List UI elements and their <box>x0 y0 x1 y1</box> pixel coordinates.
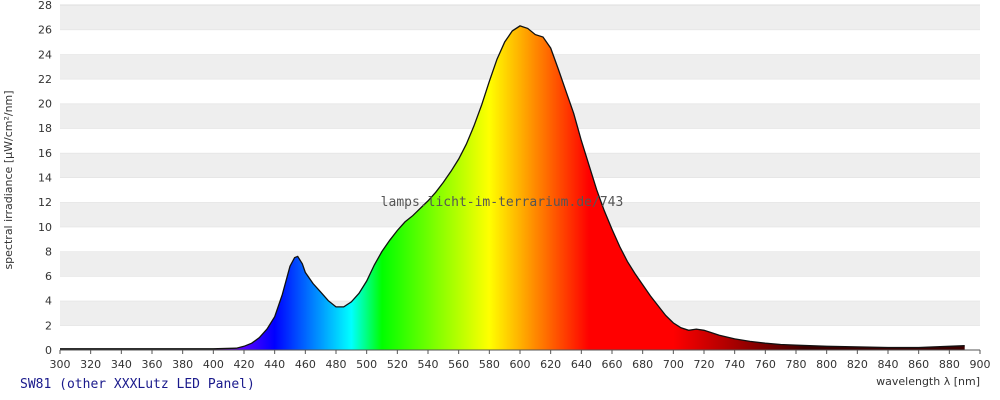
x-tick-label: 620 <box>540 358 561 371</box>
x-tick-label: 580 <box>479 358 500 371</box>
y-tick-label: 22 <box>38 73 52 86</box>
x-tick-label: 300 <box>50 358 71 371</box>
y-tick-label: 24 <box>38 48 52 61</box>
y-tick-label: 18 <box>38 122 52 135</box>
x-tick-label: 520 <box>387 358 408 371</box>
chart-caption: SW81 (other XXXLutz LED Panel) <box>20 377 255 392</box>
x-tick-label: 880 <box>939 358 960 371</box>
spectrum-fill <box>60 25 965 350</box>
y-tick-label: 8 <box>45 245 52 258</box>
x-tick-label: 340 <box>111 358 132 371</box>
y-tick-label: 10 <box>38 221 52 234</box>
x-tick-label: 420 <box>234 358 255 371</box>
x-tick-label: 680 <box>632 358 653 371</box>
x-tick-label: 440 <box>264 358 285 371</box>
x-tick-label: 820 <box>847 358 868 371</box>
x-tick-label: 720 <box>694 358 715 371</box>
spectrum-area-layer <box>60 25 965 350</box>
x-tick-label: 760 <box>755 358 776 371</box>
x-tick-label: 640 <box>571 358 592 371</box>
y-tick-label: 20 <box>38 98 52 111</box>
x-tick-label: 460 <box>295 358 316 371</box>
x-tick-label: 500 <box>356 358 377 371</box>
y-tick-label: 6 <box>45 270 52 283</box>
y-tick-label: 16 <box>38 147 52 160</box>
y-tick-label: 2 <box>45 319 52 332</box>
x-axis-label: wavelength λ [nm] <box>876 375 980 388</box>
x-tick-label: 360 <box>142 358 163 371</box>
x-tick-label: 660 <box>602 358 623 371</box>
watermark-text: lamps.licht-im-terrarium.de/743 <box>381 195 624 210</box>
x-tick-label: 900 <box>970 358 991 371</box>
x-tick-label: 800 <box>816 358 837 371</box>
spectrum-line <box>60 25 965 350</box>
x-tick-label: 560 <box>448 358 469 371</box>
x-tick-label: 600 <box>510 358 531 371</box>
y-tick-label: 28 <box>38 0 52 12</box>
y-tick-label: 26 <box>38 24 52 37</box>
x-tick-label: 540 <box>418 358 439 371</box>
x-tick-label: 740 <box>724 358 745 371</box>
x-tick-label: 840 <box>878 358 899 371</box>
x-tick-label: 380 <box>172 358 193 371</box>
y-tick-label: 4 <box>45 295 52 308</box>
y-axis-label: spectral irradiance [µW/cm²/nm] <box>2 90 15 269</box>
x-tick-label: 860 <box>908 358 929 371</box>
x-axis-ticks: 300 320 340 360 380 400 420 440 460 480 500 520 540 5… <box>50 349 991 371</box>
x-tick-label: 400 <box>203 358 224 371</box>
x-tick-label: 780 <box>786 358 807 371</box>
y-tick-label: 0 <box>45 344 52 357</box>
x-tick-label: 480 <box>326 358 347 371</box>
y-tick-label: 12 <box>38 196 52 209</box>
x-tick-label: 700 <box>663 358 684 371</box>
y-tick-label: 14 <box>38 172 52 185</box>
x-tick-label: 320 <box>80 358 101 371</box>
